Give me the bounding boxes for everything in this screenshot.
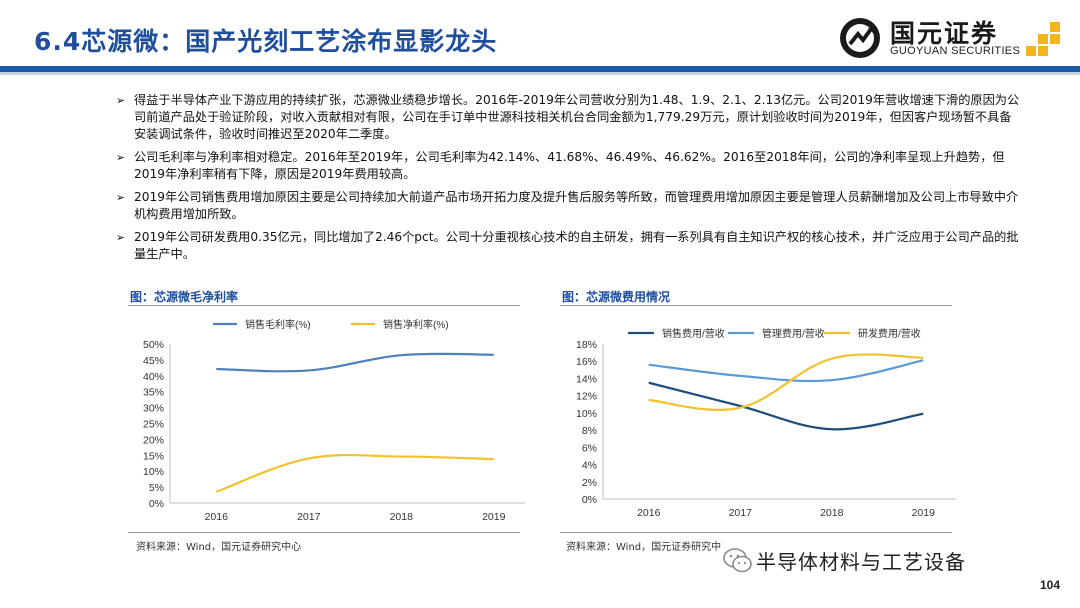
series-line [215,453,494,493]
bullet-list: ➢ 得益于半导体产业下游应用的持续扩张，芯源微业绩稳步增长。2016年-2019年… [116,92,1023,269]
y-tick-label: 4% [582,460,597,472]
y-tick-label: 8% [582,425,597,437]
x-tick-label: 2017 [729,507,753,519]
figure1-title-rule [128,305,520,306]
bullet-item: ➢ 2019年公司研发费用0.35亿元，同比增加了2.46个pct。公司十分重视核… [116,230,1019,261]
x-tick-label: 2018 [820,507,844,519]
wechat-watermark-icon [723,548,752,573]
x-tick-label: 2019 [482,511,506,523]
figure1-title: 图：芯源微毛净利率 [130,290,239,304]
x-tick-label: 2016 [205,511,229,523]
legend-label: 销售净利率(%) [383,318,449,331]
y-tick-label: 50% [143,339,164,351]
figure1-chart: 0% 5% 10% 15% 20% 25% 30% 35% 40% 45% 50% 2016 2017 2… [143,318,525,523]
figure2-title: 图：芯源微费用情况 [562,290,671,304]
y-tick-label: 10% [143,466,164,478]
y-tick-label: 12% [576,391,597,403]
y-tick-label: 30% [143,403,164,415]
bullet-arrow-icon: ➢ [116,231,126,244]
y-tick-label: 0% [149,498,164,510]
figure2-bottom-rule [560,532,952,533]
x-tick-label: 2017 [297,511,321,523]
figure1-source: 资料来源：Wind，国元证券研究中心 [136,542,302,553]
page-number: 104 [1040,578,1061,592]
y-tick-label: 35% [143,387,164,399]
y-tick-label: 15% [143,450,164,462]
header-divider-gray [0,72,1080,75]
bullet-arrow-icon: ➢ [116,94,126,107]
bullet-item: ➢ 得益于半导体产业下游应用的持续扩张，芯源微业绩稳步增长。2016年-2019年… [116,93,1020,141]
figure1-bottom-rule [128,532,520,533]
legend-label: 销售毛利率(%) [245,318,311,331]
page-title: 6.4芯源微：国产光刻工艺涂布显影龙头 [34,27,498,56]
bullet-arrow-icon: ➢ [116,191,126,204]
x-tick-label: 2016 [637,507,661,519]
legend-label: 研发费用/营收 [858,327,921,340]
y-tick-label: 2% [582,477,597,489]
guoyuan-logo: 国元证券 GUOYUAN SECURITIES [838,14,1068,66]
bullet-item: ➢ 2019年公司销售费用增加原因主要是公司持续加大前道产品市场开拓力度及提升售后… [116,190,1019,221]
logo-english-name: GUOYUAN SECURITIES [890,45,1021,57]
y-tick-label: 16% [576,356,597,368]
y-tick-label: 25% [143,419,164,431]
bullet-arrow-icon: ➢ [116,151,126,164]
y-tick-label: 18% [576,339,597,351]
y-tick-label: 14% [576,373,597,385]
x-tick-label: 2019 [912,507,936,519]
header-divider-blue [0,66,1080,72]
logo-squares-icon [1026,22,1060,56]
legend-label: 销售费用/营收 [662,327,725,340]
series-line [648,381,924,431]
series-line [648,359,924,383]
bullet-item: ➢ 公司毛利率与净利率相对稳定。2016年至2019年，公司毛利率为42.14%、… [116,150,1005,181]
logo-chinese-name: 国元证券 [890,19,999,48]
series-line [648,353,924,412]
y-tick-label: 45% [143,355,164,367]
series-line [216,352,494,373]
watermark-text: 半导体材料与工艺设备 [756,550,966,574]
figure2-title-rule [560,305,952,306]
figure2-source: 资料来源：Wind，国元证券研究中 [566,542,722,553]
y-tick-label: 0% [582,494,597,506]
y-tick-label: 20% [143,434,164,446]
guoyuan-logo-mark-icon [840,18,880,58]
x-tick-label: 2018 [390,511,414,523]
y-tick-label: 6% [582,442,597,454]
y-tick-label: 40% [143,371,164,383]
figure2-chart: 0% 2% 4% 6% 8% 10% 12% 14% 16% 18% 2016 2017 2018 201… [576,327,956,519]
y-tick-label: 5% [149,482,164,494]
y-tick-label: 10% [576,408,597,420]
legend-label: 管理费用/营收 [762,327,825,340]
